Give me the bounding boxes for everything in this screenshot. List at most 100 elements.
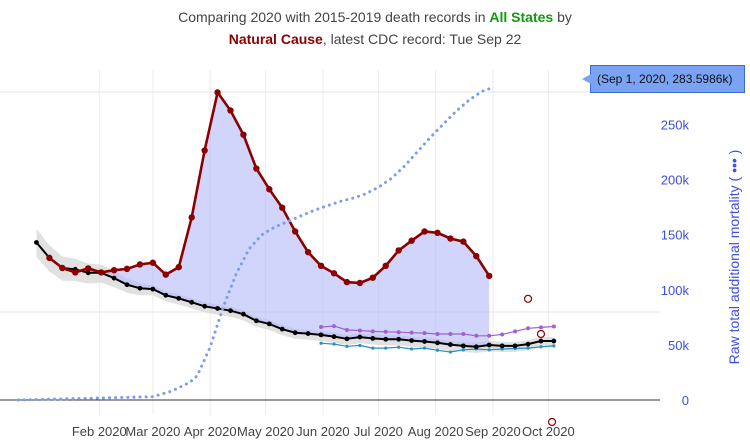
max-2015-2019-point-4 [370, 329, 375, 334]
title-state: All States [489, 9, 554, 25]
expected-point-25 [357, 334, 363, 340]
expected-point-30 [422, 339, 427, 344]
min-2015-2019-point-13 [487, 348, 491, 352]
deaths-2020-point-7 [136, 261, 144, 268]
expected-point-35 [486, 342, 492, 348]
max-2015-2019-point-14 [500, 332, 505, 337]
grid-lines [0, 70, 660, 415]
expected-point-24 [344, 336, 350, 342]
right-tick-4: 200k [661, 173, 690, 188]
deaths-2020-point-21 [317, 262, 325, 269]
expected-point-34 [473, 344, 479, 350]
expected-point-17 [253, 318, 259, 324]
expected-point-19 [279, 326, 285, 332]
expected-point-37 [512, 343, 518, 349]
deaths-2020-point-8 [149, 259, 157, 266]
min-2015-2019-point-0 [319, 341, 323, 345]
right-tick-2: 100k [661, 283, 690, 298]
range-bands [36, 92, 554, 353]
expected-point-10 [163, 292, 169, 298]
min-2015-2019-point-18 [552, 344, 556, 348]
deaths-2020-point-11 [188, 214, 195, 221]
min-2015-2019-point-14 [500, 347, 504, 351]
title-cause: Natural Cause [228, 31, 323, 47]
min-2015-2019-point-1 [332, 342, 336, 346]
max-2015-2019-point-18 [551, 324, 556, 329]
expected-point-20 [292, 330, 298, 336]
max-2015-2019-point-16 [526, 326, 531, 331]
max-2015-2019-point-15 [513, 329, 518, 334]
expected-point-31 [435, 340, 440, 346]
deaths-2020-point-17 [266, 186, 273, 193]
deaths-2020-point-20 [304, 248, 312, 256]
deaths-2020-point-32 [460, 238, 467, 245]
deaths-2020-point-19 [291, 228, 299, 235]
min-2015-2019-point-9 [435, 348, 440, 352]
deaths-2020-point-25 [369, 274, 376, 281]
deaths-2020-point-23 [343, 278, 351, 286]
x-tick-1: Mar 2020 [125, 424, 180, 439]
cumulative-excess-line [16, 86, 495, 402]
open-record-point-2 [547, 417, 557, 427]
expected-point-40 [551, 338, 557, 344]
deaths-2020-point-31 [447, 235, 454, 242]
expected-point-23 [331, 334, 337, 340]
min-2015-2019-point-8 [422, 346, 427, 350]
deaths-2020-point-33 [473, 252, 480, 260]
deaths-2020-point-5 [110, 267, 118, 274]
title-line2-suffix: , latest CDC record: Tue Sep 22 [322, 31, 522, 47]
expected-point-13 [202, 303, 208, 309]
deaths-2020-point-13 [214, 89, 221, 96]
max-2015-2019-point-1 [331, 324, 336, 329]
right-tick-5: 250k [661, 118, 690, 133]
expected-point-7 [124, 282, 130, 288]
min-2015-2019-point-11 [461, 348, 465, 352]
excess-area [49, 92, 490, 347]
min-2015-2019-point-10 [448, 350, 453, 354]
hover-label: (Sep 1, 2020, 283.5986k) [597, 72, 733, 86]
deaths-2020-point-27 [395, 247, 402, 254]
max-2015-2019-point-12 [474, 333, 479, 338]
max-2015-2019-point-3 [357, 328, 362, 333]
expected-point-26 [370, 336, 376, 341]
expected-point-15 [228, 308, 233, 314]
max-2015-2019-point-10 [448, 332, 453, 336]
deaths-2020-point-10 [175, 263, 182, 271]
title-line1-suffix: by [553, 9, 572, 25]
open-record-point-1 [536, 329, 546, 339]
expected-point-33 [460, 343, 466, 349]
right-tick-3: 150k [661, 228, 690, 243]
x-tick-5: Jul 2020 [354, 424, 403, 439]
min-2015-2019-point-4 [371, 346, 375, 350]
right-axis-label: Raw total additional mortality ( ••• ) [726, 150, 742, 365]
x-tick-6: Aug 2020 [408, 424, 464, 439]
deaths-2020-point-16 [253, 165, 260, 172]
expected-point-22 [318, 332, 324, 338]
x-tick-0: Feb 2020 [72, 424, 127, 439]
deaths-2020-point-26 [382, 262, 389, 269]
expected-point-12 [189, 299, 195, 305]
x-tick-2: Apr 2020 [184, 424, 237, 439]
expected-point-4 [85, 270, 91, 276]
expected-point-8 [137, 285, 143, 291]
max-2015-2019-point-2 [344, 328, 349, 333]
expected-point-6 [111, 275, 117, 281]
x-tick-3: May 2020 [237, 424, 294, 439]
deaths-2020-point-24 [356, 279, 364, 287]
min-2015-2019-point-6 [397, 345, 401, 349]
deaths-2020-point-3 [85, 265, 92, 272]
min-2015-2019-point-7 [410, 347, 414, 351]
deaths-2020-point-14 [227, 107, 234, 114]
max-2015-2019-point-13 [487, 333, 492, 338]
max-2015-2019-point-7 [409, 330, 414, 335]
x-tick-8: Oct 2020 [522, 424, 575, 439]
max-2015-2019-point-8 [422, 331, 427, 336]
deaths-2020-point-2 [72, 269, 79, 276]
expected-point-11 [176, 295, 182, 301]
max-2015-2019-point-9 [435, 332, 440, 336]
max-2015-2019-point-17 [538, 325, 543, 330]
expected-point-38 [525, 341, 531, 347]
deaths-2020-point-15 [240, 131, 247, 138]
